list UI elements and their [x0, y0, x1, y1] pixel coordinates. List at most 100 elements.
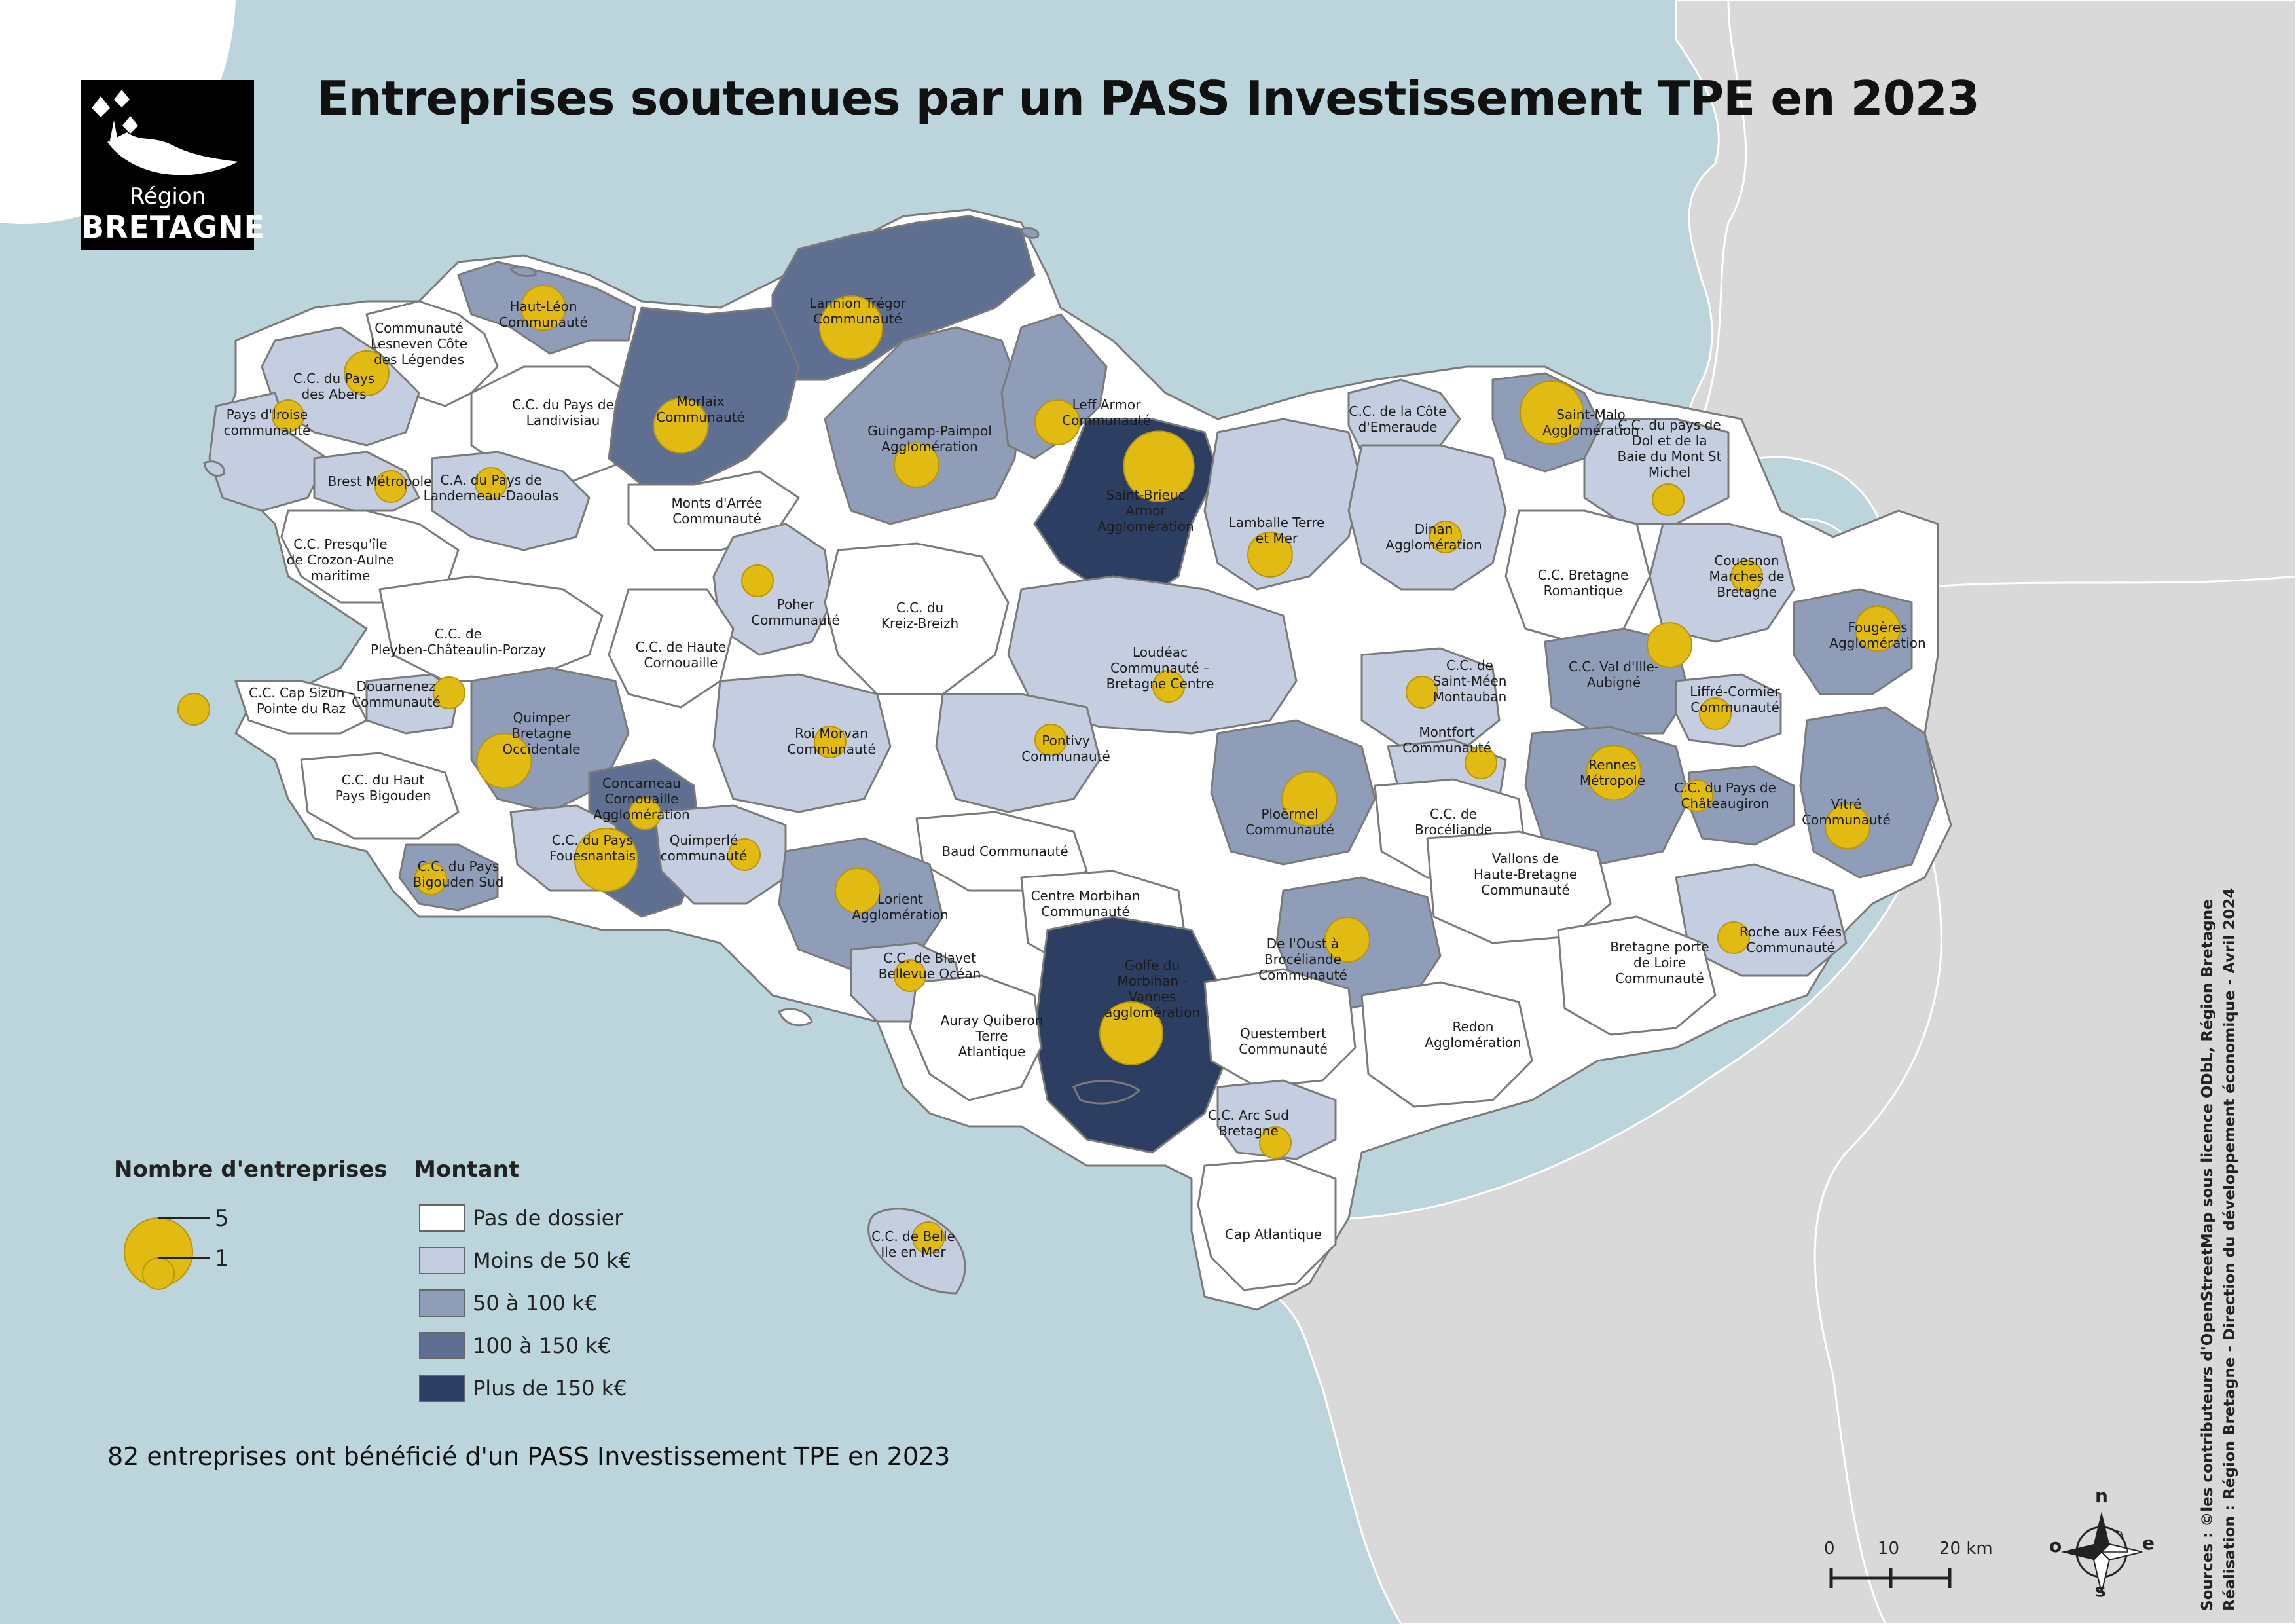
- territory-label-line: Lorient: [877, 891, 923, 907]
- bubble-concarneau-cornouaille-agglom-ration: [629, 798, 661, 830]
- territory-label-line: Occidentale: [503, 741, 581, 757]
- territory-roi-morvan-communaut-: [712, 673, 892, 813]
- bubble-plo-rmel-communaut-: [1281, 771, 1338, 827]
- bubble-pontivy-communaut-: [1034, 724, 1067, 756]
- territory-label-line: Saint-Malo: [1556, 407, 1626, 422]
- territory-label: Saint-Malo Agglomération: [1542, 407, 1639, 438]
- bubble-rennes-m-tropole: [1586, 745, 1642, 801]
- territory-label-line: Agglomération: [881, 439, 977, 454]
- sources-line2: Réalisation : Région Bretagne - Directio…: [2221, 887, 2238, 1611]
- territory-label-line: C.C. de: [435, 626, 482, 642]
- territory-label-line: Auray Quiberon: [941, 1012, 1044, 1028]
- territory-label-line: Lamballe Terre: [1229, 515, 1325, 530]
- territory-label: Cap Atlantique: [1225, 1227, 1322, 1242]
- bubble-c-c-du-pays-de-ch-teaugiron: [1681, 779, 1713, 812]
- bubble-c-c-du-pays-des-abers: [344, 350, 390, 396]
- territory-label-line: Liffré-Cormier: [1690, 684, 1780, 699]
- territory-label-line: Couesnon: [1714, 553, 1779, 568]
- bubble-c-c-arc-sud-bretagne: [1259, 1126, 1292, 1159]
- territory-label: Ploërmel Communauté: [1245, 806, 1334, 838]
- territory-label-line: Vitré: [1831, 796, 1862, 812]
- bubble-quimperl-communaut-: [728, 838, 761, 871]
- bubble-lamballe-terre-et-mer: [1247, 532, 1293, 578]
- territory-label-line: De l'Oust à: [1267, 936, 1339, 951]
- territory-label-line: Lannion Trégor: [809, 295, 907, 311]
- bubble-c-a-du-pays-de-landerneau-daoulas: [475, 467, 507, 500]
- bubble-lorient-agglom-ration: [835, 868, 881, 913]
- territory-label-line: Communauté: [787, 741, 876, 757]
- territory-label: C.C. du Pays de Landivisiau: [512, 397, 614, 428]
- territory-label: Auray Quiberon Terre Atlantique: [941, 1012, 1044, 1060]
- legend-class-label: 50 à 100 k€: [473, 1291, 598, 1316]
- bubble-foug-res-agglom-ration: [1855, 606, 1901, 652]
- legend-swatch: [419, 1332, 465, 1359]
- territory-label-line: Armor: [1125, 503, 1166, 519]
- bubble-roche-aux-f-es-communaut-: [1717, 921, 1750, 954]
- territory-label-line: Communauté: [1690, 699, 1779, 715]
- territory-couesnon-marches-de-bretagne: [1649, 523, 1795, 643]
- bubble-saint-malo-agglom-ration: [1520, 380, 1584, 445]
- territory-label-line: C.C. de Blavet: [883, 950, 976, 966]
- legend-class-3: 100 à 150 k€: [419, 1331, 611, 1360]
- brehat-island: [1020, 227, 1040, 239]
- territory-label: Leff Armor Communauté: [1062, 397, 1151, 428]
- territory-label-line: Communauté: [1021, 748, 1110, 764]
- territory-label-line: C.C. de Haute: [636, 639, 726, 655]
- territory-label: C.C. Val d'Ille-Aubigné: [1569, 659, 1659, 690]
- territory-label: Douarnenez Communauté: [352, 678, 441, 710]
- territory-label-line: Dinan: [1415, 521, 1453, 537]
- territory-label-line: Leff Armor: [1072, 397, 1142, 413]
- bubble-guingamp-paimpol-agglom-ration: [894, 442, 939, 488]
- legend-class-label: Plus de 150 k€: [473, 1376, 627, 1401]
- territory-label: C.C. de Saint-Méen Montauban: [1433, 657, 1507, 705]
- territory-label-line: Morbihan -: [1117, 973, 1187, 989]
- territory-label-line: C.C. Arc Sud: [1208, 1107, 1289, 1123]
- territory-label-line: Michel: [1649, 464, 1690, 480]
- territory-c-c-de-pleyben-ch-teaulin-porzay: [378, 575, 604, 682]
- bubble-morlaix-communaut-: [653, 397, 709, 454]
- territory-label-line: Communauté: [1062, 413, 1151, 428]
- map-title: Entreprises soutenues par un PASS Invest…: [317, 71, 1980, 126]
- bubble-c-c-val-d-ille-aubign-: [1647, 622, 1692, 668]
- bubble-quimper-bretagne-occidentale: [476, 733, 532, 789]
- bubble-c-c-de-belle-ile-en-mer: [912, 1221, 945, 1254]
- territory-label: C.C. Bretagne Romantique: [1538, 567, 1629, 599]
- summary-note: 82 entreprises ont bénéficié d'un PASS I…: [107, 1442, 951, 1471]
- territory-quimperl-communaut-: [653, 804, 787, 905]
- territory-label-line: Quimperlé: [670, 832, 738, 848]
- territory-label-line: C.C. de: [1430, 806, 1477, 822]
- territory-label-line: Communauté: [751, 612, 840, 628]
- territory-auray-quiberon-terre-atlantique: [909, 974, 1042, 1101]
- legend-class-0: Pas de dossier: [419, 1204, 623, 1232]
- territory-label: C.C. de Blavet Bellevue Océan: [879, 950, 981, 982]
- territory-label: C.C. du Pays des Abers: [293, 371, 374, 402]
- territory-label-line: Métropole: [1580, 773, 1645, 788]
- territory-label-line: Agglomération: [1542, 422, 1639, 438]
- territory-c-c-du-kreiz-breizh: [824, 542, 1010, 695]
- territory-label-line: Vannes: [1129, 989, 1176, 1005]
- territory-label: Baud Communauté: [941, 843, 1068, 859]
- compass-s: s: [2095, 1579, 2106, 1601]
- ile-de-groix: [778, 1008, 813, 1027]
- territory-label-line: C.C. de: [1446, 657, 1493, 673]
- territory-label: Monts d'Arrée Communauté: [672, 495, 763, 526]
- territory-dinan-agglom-ration: [1347, 444, 1507, 591]
- territory-label-line: Fouesnantais: [549, 848, 636, 864]
- territory-label: Rennes Métropole: [1580, 757, 1645, 788]
- territory-label: Golfe du Morbihan -Vannes agglomération: [1104, 957, 1200, 1020]
- logo-line2: BRETAGNE: [81, 210, 265, 245]
- legend-class-label: Moins de 50 k€: [473, 1248, 632, 1273]
- territory-label-line: Communauté: [672, 511, 761, 526]
- territory-label-line: C.C. du Pays: [293, 371, 374, 386]
- territory-label: Vallons de Haute-Bretagne Communauté: [1474, 851, 1577, 898]
- territory-c-c-du-pays-bigouden-sud: [398, 843, 499, 912]
- territory-label-line: Pontivy: [1042, 733, 1089, 748]
- territory-questembert-communaut-: [1203, 968, 1357, 1088]
- legend-class-2: 50 à 100 k€: [419, 1289, 598, 1318]
- territory-label-line: Agglomération: [1425, 1035, 1521, 1050]
- bubble-pays-d-iroise-communaut-: [272, 399, 304, 432]
- territory-label-line: communauté: [661, 848, 748, 864]
- territory-label-line: Montauban: [1433, 689, 1507, 705]
- territory-label-line: Bretagne Centre: [1106, 676, 1214, 692]
